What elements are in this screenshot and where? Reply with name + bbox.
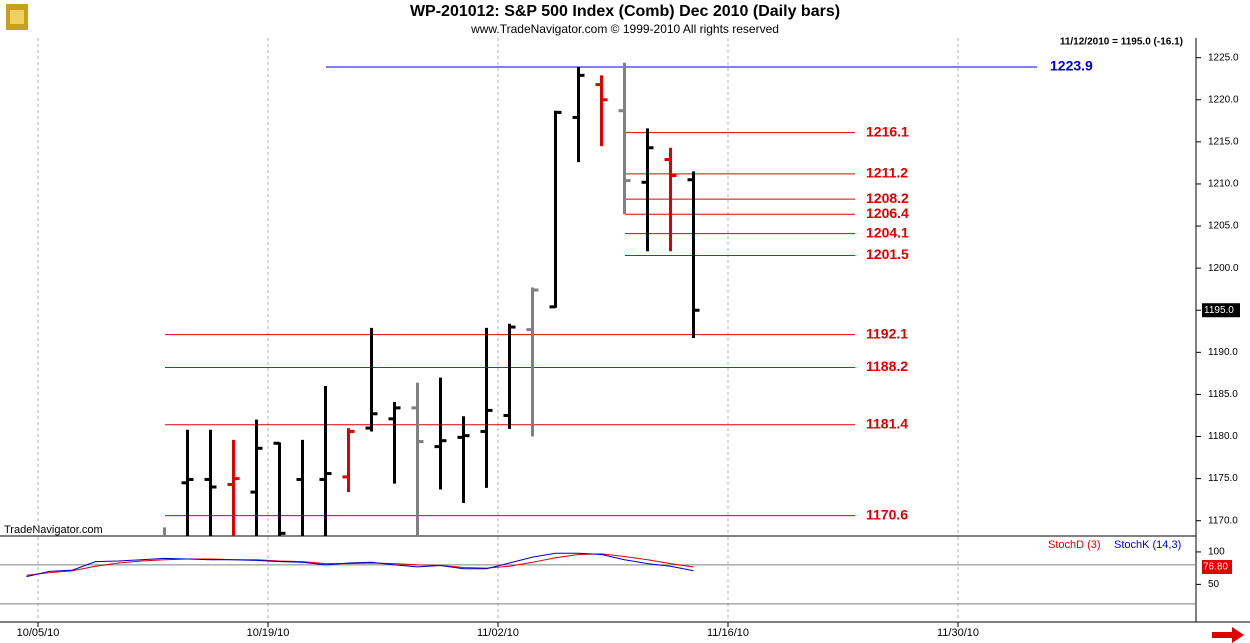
level-label: 1181.4 [866, 415, 908, 431]
level-label: 1170.6 [866, 506, 908, 522]
y-tick-label: 1185.0 [1208, 389, 1238, 400]
y-tick-label: 1200.0 [1208, 263, 1239, 274]
level-label: 1211.2 [866, 165, 908, 181]
main-plot [163, 62, 1037, 536]
y-tick-label: 100 [1208, 547, 1225, 558]
last-price-label: 1195.0 [1204, 305, 1234, 316]
x-tick-label: 11/16/10 [707, 627, 749, 639]
last-value-box [1202, 559, 1232, 574]
level-label: 1216.1 [866, 123, 909, 139]
y-tick-label: 1170.0 [1208, 515, 1238, 526]
last-price-box [1202, 303, 1240, 318]
logo [6, 4, 28, 30]
y-tick-label: 1215.0 [1208, 137, 1239, 148]
level-label: 1208.2 [866, 190, 909, 206]
x-tick-label: 11/30/10 [937, 627, 979, 639]
stoch-line [26, 553, 694, 576]
level-label: 1188.2 [866, 358, 908, 374]
y-tick-label: 1225.0 [1208, 52, 1239, 63]
x-tick-label: 10/19/10 [247, 627, 290, 639]
stoch-plot [26, 552, 694, 578]
y-tick-label: 1190.0 [1208, 347, 1238, 358]
scroll-arrow[interactable] [1212, 627, 1244, 643]
level-label: 1206.4 [866, 205, 909, 221]
header-info: 11/12/2010 = 1195.0 (-16.1) [1060, 37, 1183, 48]
chart-subtitle: www.TradeNavigator.com © 1999-2010 All r… [470, 22, 779, 36]
y-tick-label: 1220.0 [1208, 94, 1239, 105]
last-value-label: 76.80 [1203, 562, 1228, 573]
x-tick-label: 11/02/10 [477, 627, 519, 639]
y-tick-label: 50 [1208, 579, 1220, 590]
x-tick-label: 10/05/10 [17, 627, 60, 639]
level-label: 1204.1 [866, 224, 909, 240]
level-label: 1223.9 [1050, 58, 1093, 74]
chart-title: WP-201012: S&P 500 Index (Comb) Dec 2010… [410, 3, 840, 20]
y-tick-label: 1210.0 [1208, 179, 1239, 190]
y-tick-label: 1175.0 [1208, 473, 1238, 484]
legend-entry: StochD (3) [1048, 539, 1101, 551]
watermark: TradeNavigator.com [4, 524, 103, 536]
y-tick-label: 1205.0 [1208, 221, 1239, 232]
stoch-line [26, 552, 694, 578]
level-label: 1192.1 [866, 325, 908, 341]
y-tick-label: 1180.0 [1208, 431, 1238, 442]
level-label: 1201.5 [866, 246, 909, 262]
legend-entry: StochK (14,3) [1114, 539, 1181, 551]
